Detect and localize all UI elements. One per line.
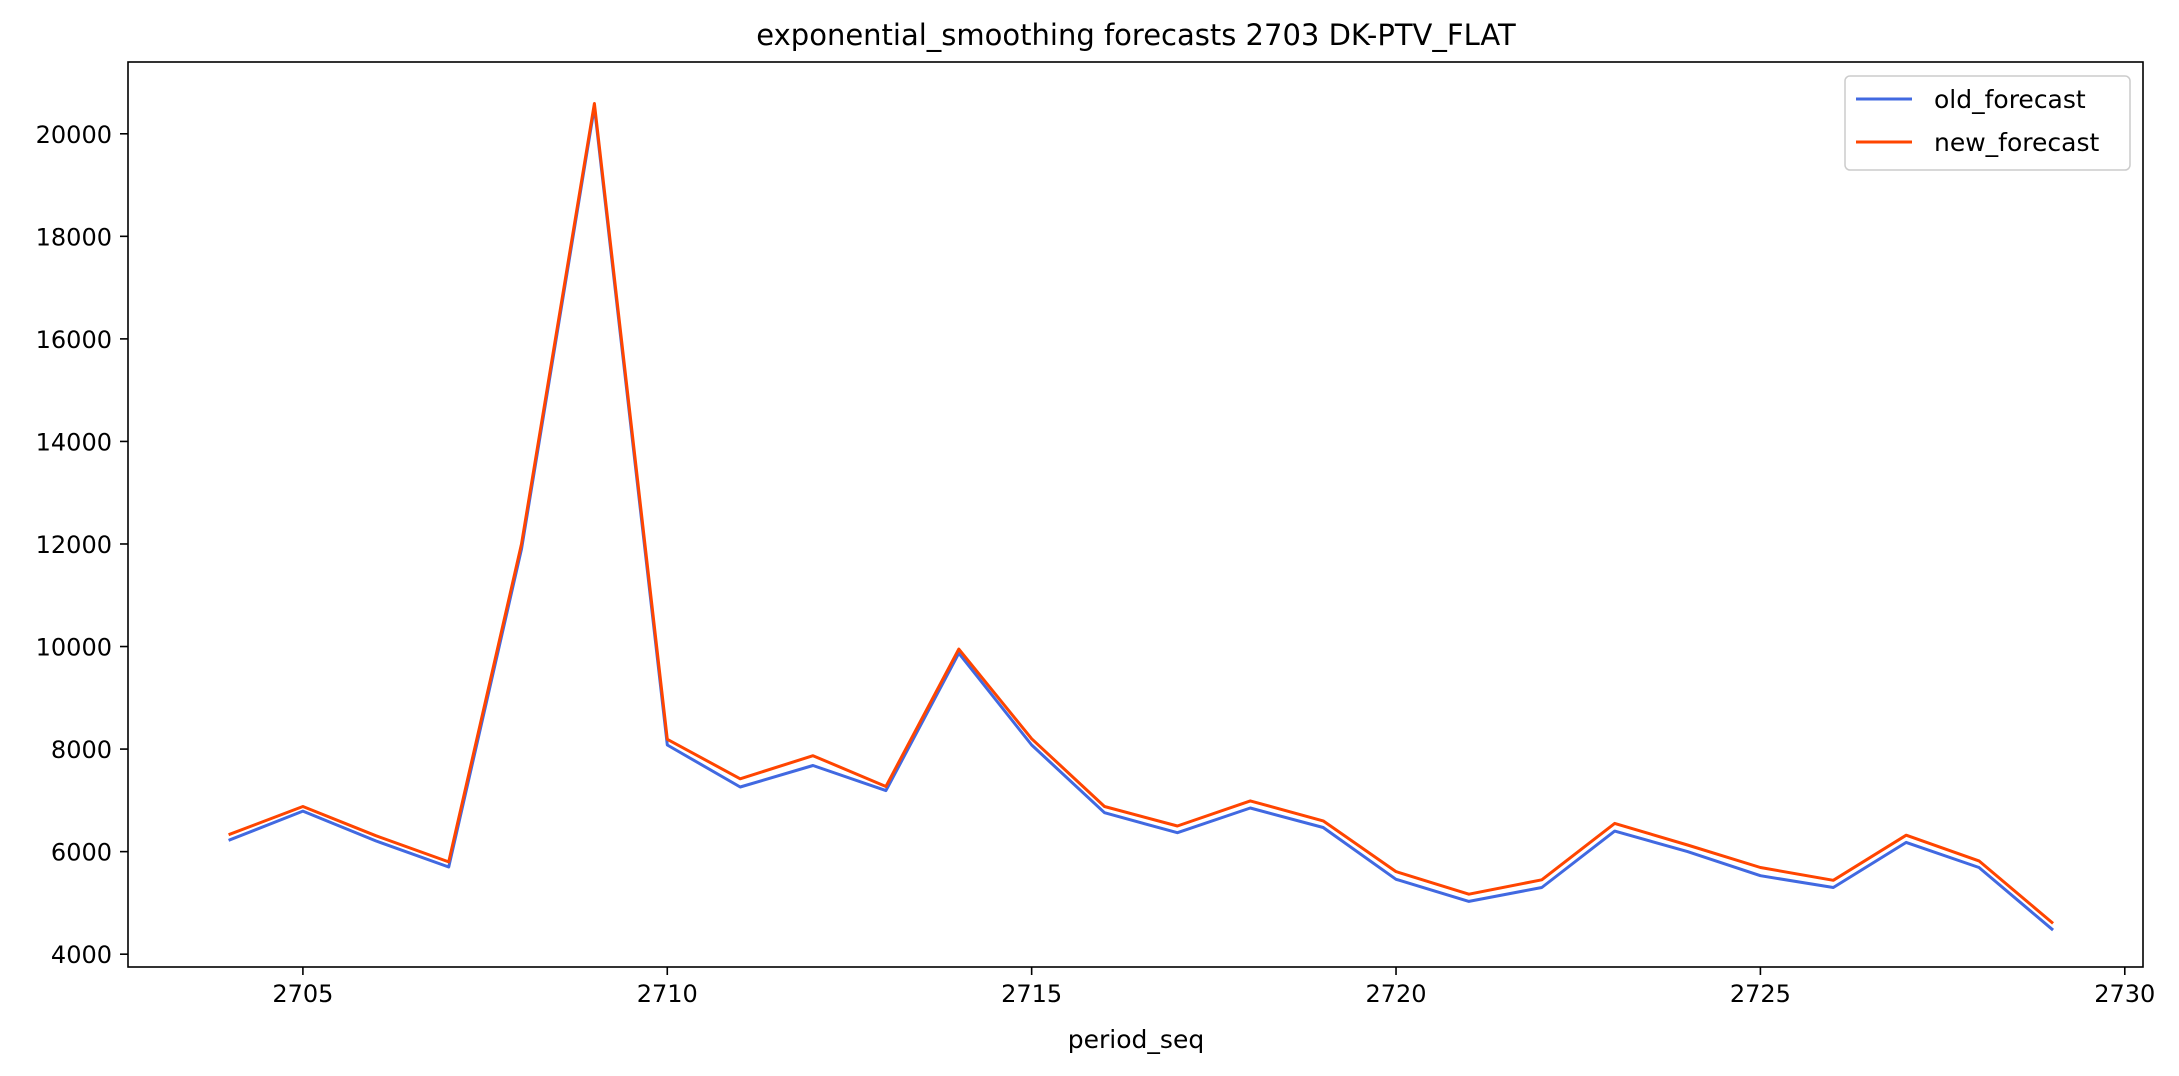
legend-label-new-forecast: new_forecast — [1934, 128, 2099, 157]
y-axis: 4000 6000 8000 10000 12000 14000 16000 18000 200… — [36, 121, 128, 969]
x-tick-label: 2725 — [1730, 980, 1791, 1008]
y-tick-label: 14000 — [36, 428, 112, 456]
y-tick-label: 6000 — [51, 839, 112, 867]
series-line-new-forecast — [228, 102, 2055, 925]
y-tick-label: 8000 — [51, 736, 112, 764]
chart-title: exponential_smoothing forecasts 2703 DK-… — [756, 18, 1516, 52]
y-tick-label: 10000 — [36, 634, 112, 662]
legend-box — [1844, 75, 2131, 171]
x-tick-label: 2710 — [637, 980, 698, 1008]
y-tick-label: 18000 — [36, 223, 112, 251]
plot-frame — [127, 61, 2144, 968]
x-tick-label: 2715 — [1001, 980, 1062, 1008]
x-axis: 2705 2710 2715 2720 2725 2730 — [272, 967, 2155, 1008]
x-tick-label: 2705 — [272, 980, 333, 1008]
y-tick-label: 16000 — [36, 326, 112, 354]
y-tick-label: 4000 — [51, 941, 112, 969]
x-tick-label: 2730 — [2094, 980, 2155, 1008]
legend: old_forecast new_forecast — [1844, 75, 2131, 171]
x-tick-label: 2720 — [1365, 980, 1426, 1008]
legend-label-old-forecast: old_forecast — [1934, 85, 2086, 114]
x-axis-label: period_seq — [1068, 1025, 1204, 1054]
plot-series — [228, 102, 2055, 932]
y-tick-label: 20000 — [36, 121, 112, 149]
y-tick-label: 12000 — [36, 531, 112, 559]
